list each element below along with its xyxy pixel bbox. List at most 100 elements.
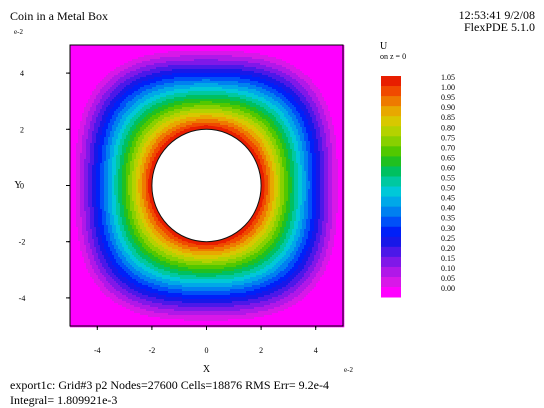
contour-cell	[76, 227, 79, 230]
contour-cell	[80, 147, 83, 150]
contour-cell	[122, 85, 125, 88]
contour-cell	[72, 141, 75, 144]
contour-cell	[92, 169, 95, 172]
contour-cell	[128, 95, 131, 98]
contour-cell	[110, 233, 113, 236]
contour-cell	[86, 59, 89, 62]
contour-cell	[110, 81, 113, 84]
contour-cell	[90, 277, 93, 280]
contour-cell	[102, 145, 105, 148]
contour-cell	[98, 235, 101, 238]
contour-cell	[114, 225, 117, 228]
contour-cell	[100, 297, 103, 300]
contour-cell	[122, 177, 125, 180]
contour-cell	[126, 183, 129, 186]
contour-cell	[90, 139, 93, 142]
contour-cell	[138, 121, 141, 124]
contour-cell	[128, 247, 131, 250]
contour-cell	[122, 121, 125, 124]
contour-cell	[124, 75, 127, 78]
contour-cell	[76, 213, 79, 216]
contour-cell	[130, 253, 133, 256]
contour-cell	[92, 81, 95, 84]
contour-cell	[86, 133, 89, 136]
contour-cell	[74, 283, 77, 286]
contour-cell	[74, 189, 77, 192]
contour-cell	[134, 277, 137, 280]
contour-cell	[108, 199, 111, 202]
contour-cell	[110, 207, 113, 210]
contour-cell	[126, 175, 129, 178]
contour-cell	[136, 267, 139, 270]
contour-cell	[126, 261, 129, 264]
contour-cell	[106, 215, 109, 218]
contour-cell	[84, 71, 87, 74]
contour-cell	[102, 207, 105, 210]
contour-cell	[86, 173, 89, 176]
contour-cell	[114, 47, 117, 50]
contour-cell	[74, 287, 77, 290]
contour-cell	[130, 61, 133, 64]
contour-cell	[118, 169, 121, 172]
contour-cell	[78, 181, 81, 184]
contour-cell	[70, 117, 73, 120]
contour-cell	[78, 49, 81, 52]
contour-cell	[120, 49, 123, 52]
contour-cell	[134, 111, 137, 114]
contour-cell	[72, 71, 75, 74]
timestamp-block: 12:53:41 9/2/08 FlexPDE 5.1.0	[459, 9, 535, 33]
contour-cell	[116, 209, 119, 212]
contour-cell	[80, 133, 83, 136]
contour-cell	[82, 279, 85, 282]
contour-cell	[128, 99, 131, 102]
contour-cell	[90, 179, 93, 182]
contour-cell	[72, 281, 75, 284]
contour-cell	[96, 111, 99, 114]
contour-cell	[98, 93, 101, 96]
contour-cell	[74, 127, 77, 130]
contour-cell	[94, 259, 97, 262]
contour-cell	[122, 261, 125, 264]
contour-cell	[102, 101, 105, 104]
contour-cell	[92, 213, 95, 216]
contour-cell	[86, 183, 89, 186]
contour-cell	[100, 293, 103, 296]
contour-cell	[130, 137, 133, 140]
contour-cell	[124, 229, 127, 232]
contour-cell	[70, 287, 73, 290]
contour-cell	[78, 137, 81, 140]
contour-cell	[72, 55, 75, 58]
contour-cell	[86, 67, 89, 70]
contour-cell	[112, 213, 115, 216]
contour-cell	[114, 155, 117, 158]
contour-cell	[102, 45, 105, 48]
contour-cell	[124, 215, 127, 218]
contour-cell	[114, 123, 117, 126]
contour-cell	[70, 299, 73, 302]
contour-cell	[80, 203, 83, 206]
contour-cell	[116, 101, 119, 104]
contour-cell	[76, 275, 79, 278]
contour-cell	[130, 149, 133, 152]
contour-cell	[84, 145, 87, 148]
contour-cell	[92, 117, 95, 120]
contour-cell	[94, 161, 97, 164]
contour-cell	[134, 163, 137, 166]
contour-cell	[82, 145, 85, 148]
contour-cell	[114, 273, 117, 276]
contour-cell	[134, 189, 137, 192]
contour-cell	[84, 263, 87, 266]
contour-cell	[76, 291, 79, 294]
contour-cell	[78, 89, 81, 92]
contour-cell	[138, 199, 141, 202]
contour-cell	[132, 219, 135, 222]
contour-cell	[138, 183, 141, 186]
contour-cell	[86, 297, 89, 300]
contour-cell	[110, 235, 113, 238]
contour-cell	[82, 175, 85, 178]
contour-cell	[88, 147, 91, 150]
contour-cell	[134, 109, 137, 112]
contour-cell	[114, 309, 117, 312]
contour-cell	[72, 97, 75, 100]
contour-cell	[122, 267, 125, 270]
